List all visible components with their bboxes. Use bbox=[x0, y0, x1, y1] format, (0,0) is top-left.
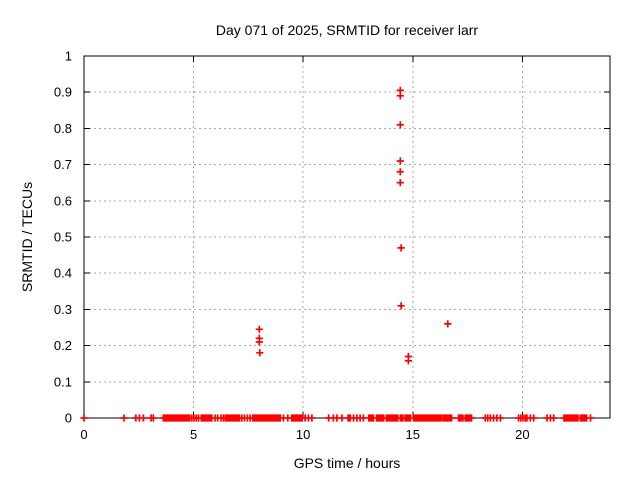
y-tick-label: 0.6 bbox=[54, 193, 72, 208]
grid-layer bbox=[84, 56, 610, 418]
y-tick-label: 0.3 bbox=[54, 302, 72, 317]
y-tick-label: 0.1 bbox=[54, 374, 72, 389]
tick-label-layer: 0 5 10 15 20 0 0.1 0.2 0.3 0.4 0.5 0.6 0.7 0.8 0.9 1 bbox=[54, 49, 530, 443]
x-tick-label: 15 bbox=[406, 427, 420, 442]
y-tick-label: 0.7 bbox=[54, 157, 72, 172]
y-tick-label: 0.2 bbox=[54, 338, 72, 353]
y-tick-label: 1 bbox=[65, 49, 72, 64]
data-points-layer bbox=[80, 86, 595, 422]
x-tick-label: 10 bbox=[296, 427, 310, 442]
plot-border bbox=[83, 55, 611, 419]
y-tick-label: 0.8 bbox=[54, 121, 72, 136]
x-axis-title: GPS time / hours bbox=[294, 455, 401, 471]
x-tick-label: 20 bbox=[515, 427, 529, 442]
y-tick-label: 0.9 bbox=[54, 85, 72, 100]
y-tick-label: 0.4 bbox=[54, 266, 72, 281]
axis-layer bbox=[83, 55, 611, 419]
x-tick-label: 5 bbox=[190, 427, 197, 442]
y-tick-label: 0 bbox=[65, 411, 72, 426]
data-point-markers bbox=[80, 86, 595, 422]
x-tick-label: 0 bbox=[80, 427, 87, 442]
y-axis-title: SRMTID / TECUs bbox=[19, 182, 35, 292]
y-tick-label: 0.5 bbox=[54, 230, 72, 245]
chart-title: Day 071 of 2025, SRMTID for receiver lar… bbox=[216, 22, 479, 38]
